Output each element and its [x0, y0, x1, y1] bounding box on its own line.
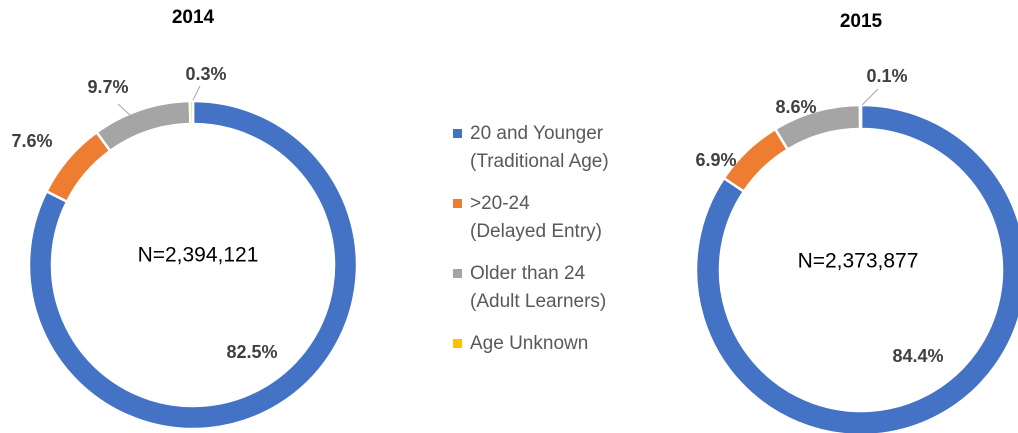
legend-label: Older than 24 (Adult Learners)	[470, 263, 607, 312]
legend-item: Older than 24 (Adult Learners)	[453, 260, 673, 330]
data-label: 84.4%	[892, 346, 943, 366]
chart-title: 2015	[840, 11, 883, 32]
legend: 20 and Younger (Traditional Age) >20-24 (…	[453, 120, 673, 400]
legend-swatch	[453, 129, 462, 138]
legend-label: >20-24 (Delayed Entry)	[470, 193, 602, 242]
data-label: 9.7%	[87, 77, 128, 97]
data-label: 82.5%	[226, 342, 277, 362]
legend-swatch	[453, 269, 462, 278]
legend-item: Age Unknown	[453, 330, 673, 400]
leader-line	[192, 85, 201, 101]
chart-title: 2014	[172, 7, 215, 28]
donut-segment	[188, 99, 195, 126]
leader-line	[805, 123, 816, 134]
donut-segment	[858, 103, 863, 131]
legend-label: Age Unknown	[470, 333, 589, 354]
data-label: 6.9%	[695, 150, 736, 170]
donut-segment	[94, 99, 192, 153]
donut-segment	[44, 130, 112, 204]
donut-segment	[694, 103, 1018, 433]
legend-item: >20-24 (Delayed Entry)	[453, 190, 673, 260]
data-label: 0.3%	[185, 64, 226, 84]
data-label: 7.6%	[11, 131, 52, 151]
donut-segment	[27, 99, 359, 431]
legend-swatch	[453, 199, 462, 208]
legend-swatch	[453, 339, 462, 348]
data-label: 0.1%	[866, 66, 907, 86]
legend-label: 20 and Younger (Traditional Age)	[470, 123, 609, 172]
annotation: N=2,373,877	[798, 250, 919, 273]
annotation: N=2,394,121	[138, 244, 259, 267]
legend-item: 20 and Younger (Traditional Age)	[453, 120, 673, 190]
data-label: 8.6%	[775, 97, 816, 117]
leader-line	[117, 103, 131, 116]
leader-line	[861, 88, 879, 106]
